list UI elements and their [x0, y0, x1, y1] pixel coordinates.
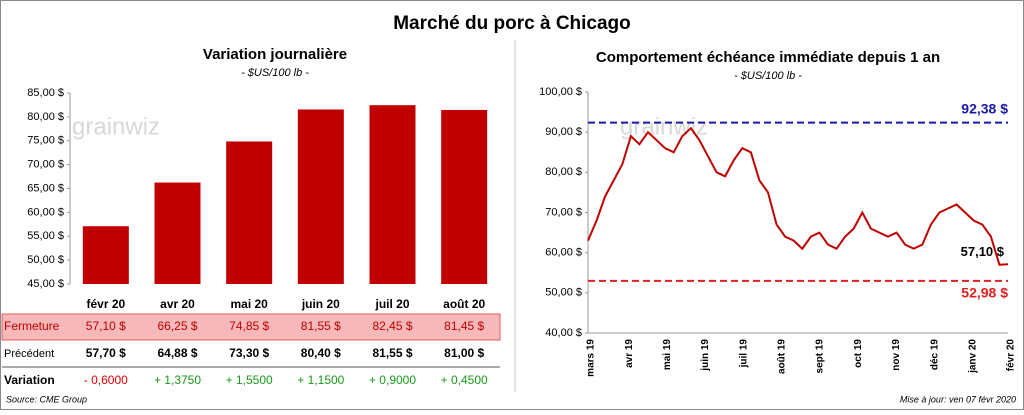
price-line	[587, 126, 1009, 266]
table-cell: 81,55 $	[372, 346, 412, 360]
y-tick-label: 45,00 $	[27, 278, 64, 290]
x-tick-label: mai 19	[662, 339, 673, 371]
x-tick-label: févr 20	[1006, 339, 1017, 372]
table-cell: + 0,9000	[369, 373, 416, 387]
x-tick-label: nov 19	[891, 339, 902, 371]
table-cell: 80,40 $	[301, 346, 341, 360]
x-tick-label: avr 20	[160, 297, 195, 311]
table-cell: 82,45 $	[372, 319, 412, 333]
table-cell: 66,25 $	[157, 319, 197, 333]
row-label: Précédent	[4, 348, 54, 360]
x-tick-label: janv 20	[967, 339, 978, 374]
y-tick-label: 85,00 $	[27, 87, 64, 99]
y-tick-label: 50,00 $	[27, 254, 64, 266]
row-label: Variation	[4, 373, 55, 387]
page-title: Marché du porc à Chicago	[393, 13, 631, 34]
y-tick-label: 55,00 $	[27, 230, 64, 242]
table-cell: + 1,5500	[226, 373, 273, 387]
table-cell: 64,88 $	[157, 346, 197, 360]
highlight-row	[1, 313, 501, 341]
y-tick-label: 60,00 $	[545, 247, 582, 259]
table-cell: 81,00 $	[444, 346, 484, 360]
bar	[297, 109, 344, 284]
x-tick-label: févr 20	[86, 297, 125, 311]
x-tick-label: déc 19	[929, 339, 940, 371]
x-tick-label: oct 19	[853, 339, 864, 368]
updated: Mise à jour: ven 07 févr 2020	[900, 394, 1016, 404]
chart-subtitle: - $US/100 lb -	[241, 67, 309, 79]
bar	[154, 182, 201, 284]
bar	[369, 105, 416, 285]
y-tick-label: 80,00 $	[545, 166, 582, 178]
watermark: grainwiz	[620, 113, 708, 140]
last-value-label: 57,10 $	[961, 244, 1005, 259]
table-cell: 74,85 $	[229, 319, 269, 333]
chart-subtitle: - $US/100 lb -	[734, 70, 802, 82]
row-label: Fermeture	[4, 319, 60, 333]
y-tick-label: 100,00 $	[539, 86, 582, 98]
x-tick-label: août 20	[443, 297, 485, 311]
x-tick-label: juin 19	[700, 339, 711, 372]
x-tick-label: mars 19	[586, 339, 597, 377]
bar	[441, 109, 488, 284]
y-tick-label: 40,00 $	[545, 327, 582, 339]
x-tick-label: sept 19	[815, 339, 826, 374]
y-tick-label: 75,00 $	[27, 135, 64, 147]
x-tick-label: juil 19	[738, 339, 749, 369]
y-tick-label: 80,00 $	[27, 111, 64, 123]
table-cell: + 1,3750	[154, 373, 201, 387]
x-tick-label: juil 20	[374, 297, 409, 311]
table-cell: + 1,1500	[297, 373, 344, 387]
table-cell: 81,55 $	[301, 319, 341, 333]
table-cell: - 0,6000	[84, 373, 128, 387]
table-cell: 57,10 $	[86, 319, 126, 333]
reference-label: 92,38 $	[961, 100, 1008, 116]
table-cell: 81,45 $	[444, 319, 484, 333]
chart-title: Comportement échéance immédiate depuis 1…	[596, 49, 940, 66]
bar	[82, 226, 129, 284]
source: Source: CME Group	[6, 394, 87, 404]
table-cell: 73,30 $	[229, 346, 269, 360]
x-tick-label: avr 19	[624, 339, 635, 368]
y-tick-label: 70,00 $	[545, 206, 582, 218]
table: Fermeture 57,10 $ 66,25 $ 74,85 $ 81,55 $ 82,…	[1, 313, 501, 387]
y-tick-label: 50,00 $	[545, 287, 582, 299]
chart-title: Variation journalière	[203, 46, 347, 63]
y-tick-label: 65,00 $	[27, 182, 64, 194]
y-tick-label: 90,00 $	[545, 126, 582, 138]
reference-label: 52,98 $	[961, 285, 1008, 301]
y-tick-label: 60,00 $	[27, 206, 64, 218]
x-tick-label: août 19	[777, 339, 788, 374]
x-tick-label: mai 20	[230, 297, 268, 311]
table-cell: 57,70 $	[86, 346, 126, 360]
y-tick-label: 70,00 $	[27, 159, 64, 171]
x-tick-label: juin 20	[301, 297, 340, 311]
watermark: grainwiz	[72, 113, 160, 140]
bar	[226, 141, 273, 284]
table-cell: + 0,4500	[441, 373, 488, 387]
